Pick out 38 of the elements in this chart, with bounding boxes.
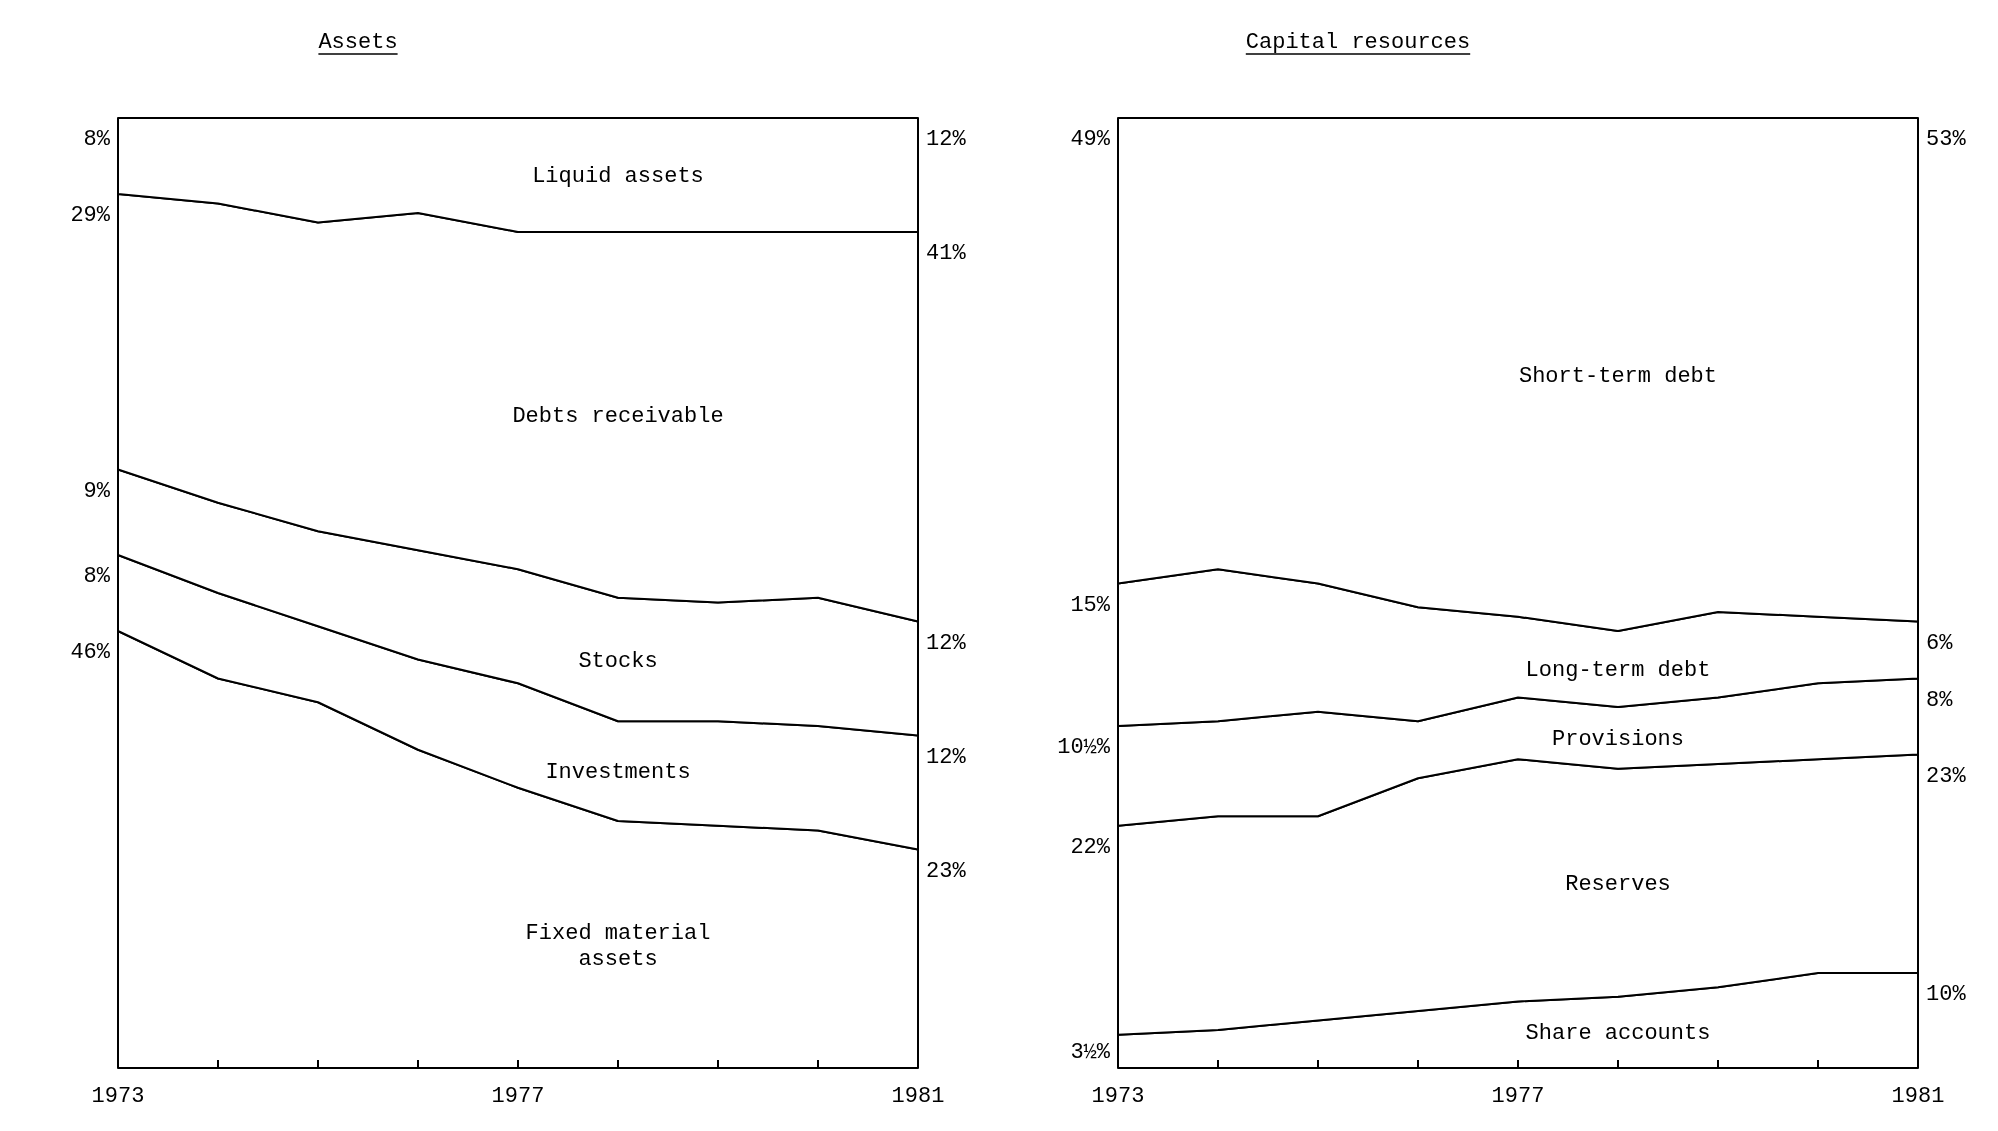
series-label: Short-term debt — [1518, 363, 1718, 389]
series-label: Long-term debt — [1525, 658, 1711, 683]
data-label: 10% — [1926, 982, 1967, 1007]
x-tick-label: 1977 — [1491, 1084, 1545, 1109]
x-tick-label: 1973 — [91, 1084, 145, 1109]
x-tick-label: 1977 — [491, 1084, 545, 1109]
x-tick-label: 1973 — [1091, 1084, 1145, 1109]
series-label: Liquid assets — [532, 164, 704, 189]
data-label: 12% — [926, 127, 967, 152]
data-label: 8% — [83, 127, 111, 152]
data-label: 46% — [70, 640, 111, 665]
data-label: 6% — [1926, 630, 1954, 656]
series-label: Share accounts — [1525, 1021, 1711, 1047]
series-label: Fixed material assets — [525, 920, 711, 972]
data-label: 3½% — [1070, 1040, 1111, 1066]
data-label: 22% — [1070, 834, 1111, 860]
series-label: Provisions — [1551, 726, 1685, 752]
data-label: 9% — [83, 478, 111, 504]
data-label: 49% — [1070, 127, 1111, 152]
data-label: 23% — [1926, 763, 1967, 789]
chart-title: Assets — [318, 30, 398, 55]
data-label: 15% — [1070, 592, 1111, 618]
x-tick-label: 1981 — [891, 1084, 945, 1109]
data-label: 12% — [926, 744, 967, 770]
data-label: 41% — [926, 241, 967, 266]
chart-title: Capital resources — [1245, 30, 1471, 55]
data-label: 12% — [926, 630, 967, 656]
x-tick-label: 1981 — [1891, 1084, 1945, 1109]
data-label: 10½% — [1057, 735, 1111, 760]
series-label: Investments — [545, 760, 691, 786]
data-label: 8% — [83, 564, 111, 589]
series-label: Reserves — [1565, 871, 1671, 897]
data-label: 29% — [70, 203, 111, 228]
series-label: Debts receivable — [512, 403, 724, 429]
data-label: 53% — [1926, 127, 1967, 152]
data-label: 23% — [926, 858, 967, 884]
series-label: Stocks — [578, 648, 658, 674]
data-label: 8% — [1926, 687, 1954, 713]
